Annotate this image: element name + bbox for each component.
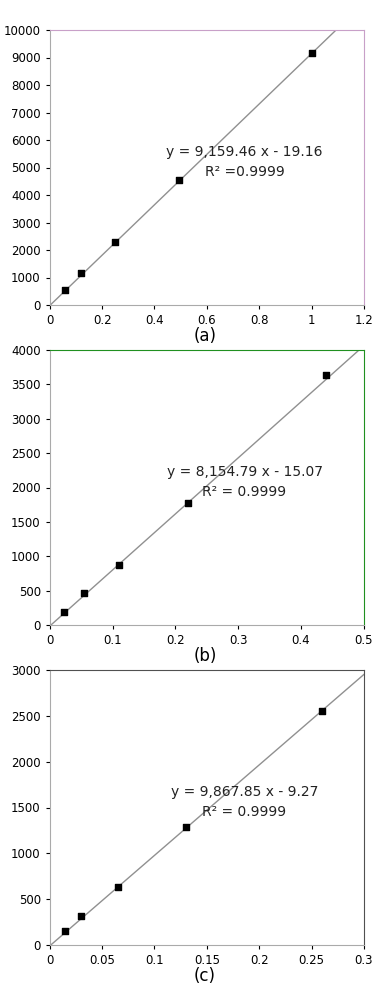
Text: (b): (b) xyxy=(193,647,217,665)
Point xyxy=(62,923,69,939)
Point xyxy=(308,45,314,61)
Point xyxy=(323,367,329,383)
Point xyxy=(78,265,84,281)
Text: (c): (c) xyxy=(194,967,216,985)
Point xyxy=(185,495,191,511)
Point xyxy=(61,604,67,620)
Text: y = 9,159.46 x - 19.16
R² =0.9999: y = 9,159.46 x - 19.16 R² =0.9999 xyxy=(166,145,323,179)
Point xyxy=(78,908,84,924)
Point xyxy=(183,819,189,835)
Text: (a): (a) xyxy=(193,327,216,345)
Point xyxy=(62,282,69,298)
Point xyxy=(319,703,325,719)
Point xyxy=(116,556,122,572)
Point xyxy=(176,172,182,188)
Point xyxy=(115,879,121,895)
Point xyxy=(81,585,87,601)
Text: y = 9,867.85 x - 9.27
R² = 0.9999: y = 9,867.85 x - 9.27 R² = 0.9999 xyxy=(171,785,318,819)
Text: y = 8,154.79 x - 15.07
R² = 0.9999: y = 8,154.79 x - 15.07 R² = 0.9999 xyxy=(167,465,322,499)
Point xyxy=(112,234,118,250)
